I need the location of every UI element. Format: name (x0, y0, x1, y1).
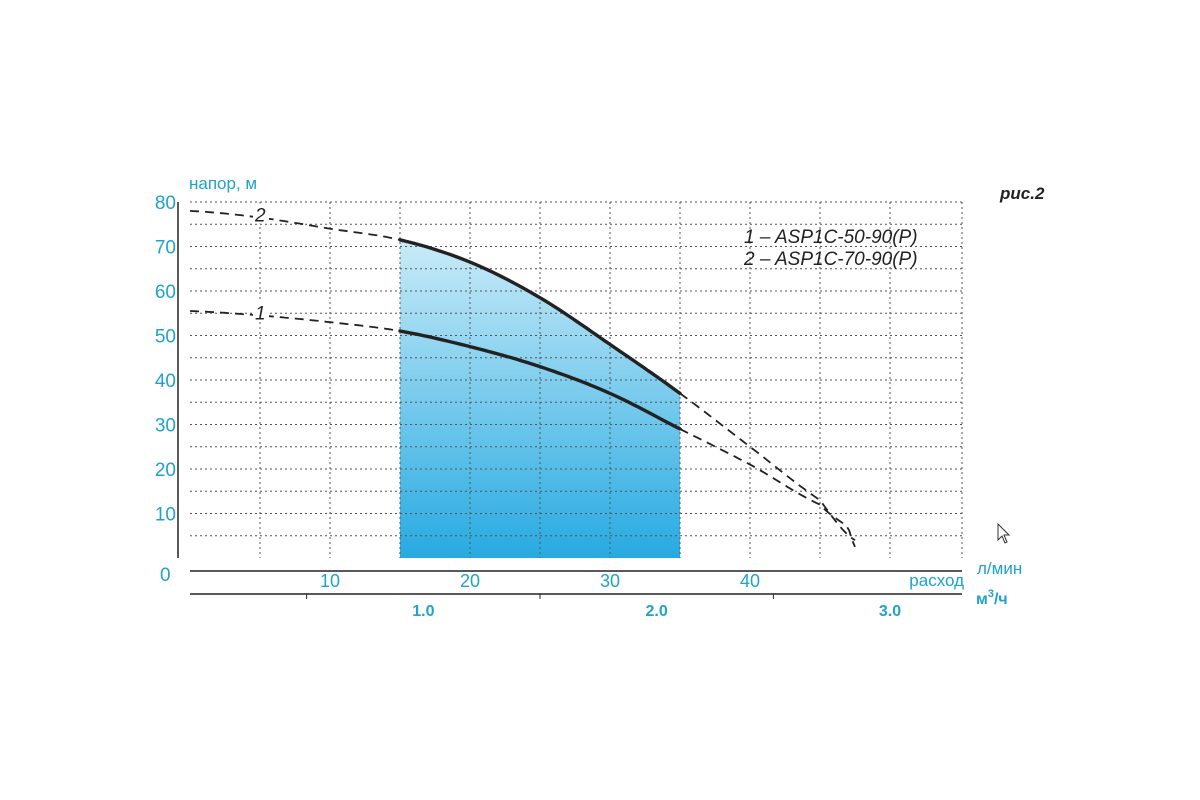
curve-2-solid (398, 238, 682, 396)
x-tick-label: 20 (460, 571, 480, 591)
y-tick-label: 60 (155, 282, 176, 303)
x2-tick-label: 1.0 (412, 603, 434, 620)
curve-2-dashed-left (189, 210, 401, 241)
y-tick-label: 30 (155, 416, 176, 437)
y-tick-label: 40 (155, 371, 176, 392)
curve-tag-1: 1 (255, 303, 266, 324)
y-tick-label: 20 (155, 460, 176, 481)
y-tick-label: 80 (155, 193, 176, 214)
x2-tick-label: 2.0 (645, 603, 667, 620)
curve-2-dashed-right (679, 392, 856, 541)
legend-entry-1: 1 – ASP1C-50-90(P) (744, 227, 918, 248)
x-tick-label: 30 (600, 571, 620, 591)
curve-1-dashed-right (679, 428, 856, 548)
y-tick-label: 50 (155, 327, 176, 348)
x-axis-unit: л/мин (977, 559, 1022, 578)
x-tick-label: 10 (320, 571, 340, 591)
curve-1-solid (398, 329, 682, 431)
mouse-cursor-icon (997, 522, 1011, 544)
curve-tag-2: 2 (254, 206, 266, 227)
figure-label: рис.2 (999, 184, 1045, 203)
x2-tick-label: 3.0 (879, 603, 901, 620)
x2-axis-unit: м3/ч (976, 588, 1008, 608)
y-axis-label: напор, м (189, 174, 257, 193)
y-tick-zero: 0 (160, 565, 171, 586)
grid (190, 201, 963, 558)
curve-tag-bg (253, 301, 269, 322)
x-axis-label: расход (909, 571, 964, 590)
x-tick-label: 40 (740, 571, 760, 591)
curve-tag-bg (253, 203, 269, 224)
legend-entry-2: 2 – ASP1C-70-90(P) (743, 249, 918, 270)
curve-1-dashed-left (189, 310, 401, 332)
y-tick-label: 70 (155, 238, 176, 259)
y-tick-label: 10 (155, 505, 176, 526)
